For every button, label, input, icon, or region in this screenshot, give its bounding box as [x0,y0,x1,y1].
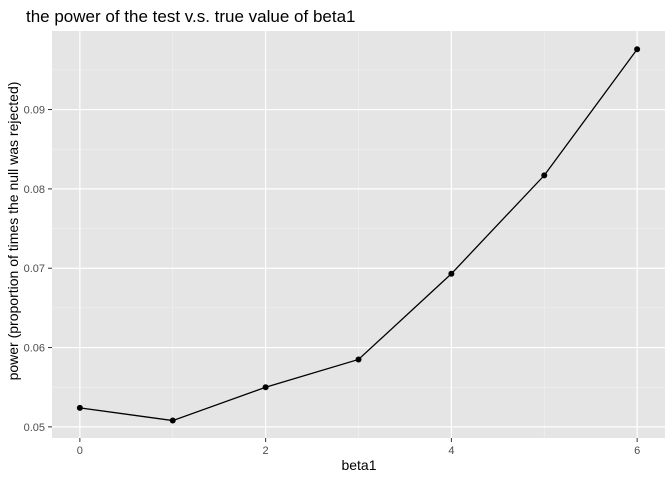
data-point [634,46,641,53]
x-tick-label: 6 [634,445,640,457]
data-point [262,384,269,391]
y-axis: 0.05 0.06 0.07 0.08 0.09 [24,105,52,434]
grid-major [52,31,665,438]
x-tick-label: 4 [448,445,454,457]
x-axis: 0 2 4 6 [77,438,640,457]
y-axis-title: power (proportion of times the null was … [5,82,21,381]
x-tick-label: 2 [263,445,269,457]
data-point [541,172,548,179]
x-axis-title: beta1 [341,457,376,473]
data-point [355,356,362,363]
y-tick-label: 0.06 [24,343,45,355]
data-point [169,417,176,424]
x-tick-label: 0 [77,445,83,457]
series [76,46,641,424]
chart-title: the power of the test v.s. true value of… [26,7,356,26]
y-tick-label: 0.07 [24,263,45,275]
data-point [448,270,455,277]
y-tick-label: 0.09 [24,105,45,117]
y-tick-label: 0.05 [24,422,45,434]
data-point [76,404,83,411]
y-tick-label: 0.08 [24,184,45,196]
